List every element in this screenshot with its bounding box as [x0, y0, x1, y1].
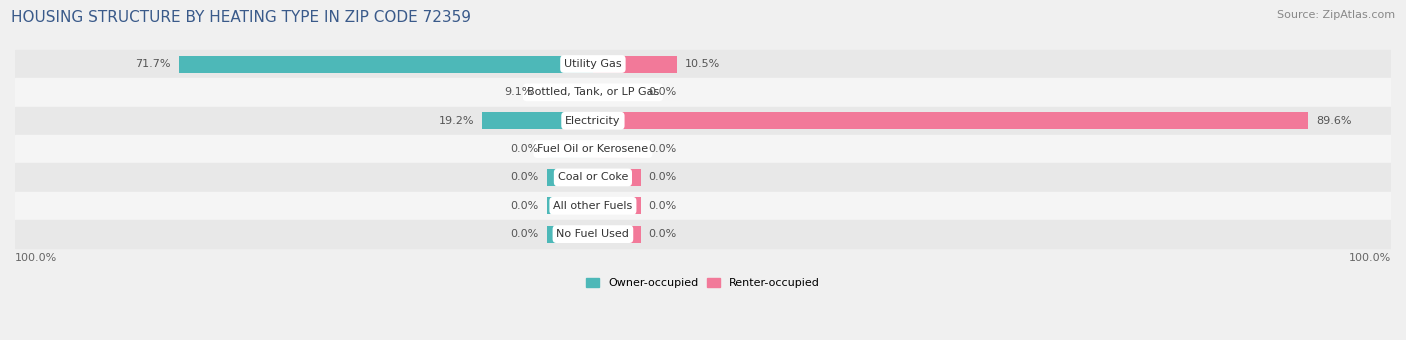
Text: Coal or Coke: Coal or Coke	[558, 172, 628, 183]
Bar	[15, 163, 1391, 192]
Bar	[593, 226, 641, 243]
Text: 0.0%: 0.0%	[648, 144, 678, 154]
Text: 100.0%: 100.0%	[15, 253, 58, 262]
Text: Fuel Oil or Kerosene: Fuel Oil or Kerosene	[537, 144, 648, 154]
Text: 0.0%: 0.0%	[648, 172, 678, 183]
Bar	[15, 220, 1391, 248]
Text: No Fuel Used: No Fuel Used	[557, 229, 630, 239]
Text: All other Fuels: All other Fuels	[554, 201, 633, 211]
Text: Utility Gas: Utility Gas	[564, 59, 621, 69]
Bar	[15, 78, 1391, 106]
Bar	[540, 84, 593, 101]
Text: 0.0%: 0.0%	[510, 172, 538, 183]
Legend: Owner-occupied, Renter-occupied: Owner-occupied, Renter-occupied	[581, 273, 825, 292]
Text: 71.7%: 71.7%	[135, 59, 170, 69]
Bar	[547, 226, 593, 243]
Text: 100.0%: 100.0%	[1348, 253, 1391, 262]
Bar	[482, 112, 593, 129]
Bar	[15, 50, 1391, 78]
Bar	[15, 106, 1391, 135]
Bar	[593, 140, 641, 157]
Text: Electricity: Electricity	[565, 116, 620, 126]
Text: 10.5%: 10.5%	[685, 59, 720, 69]
Text: 19.2%: 19.2%	[439, 116, 474, 126]
Bar	[179, 55, 593, 72]
Bar	[593, 197, 641, 214]
Bar	[593, 84, 641, 101]
Bar	[593, 55, 676, 72]
Bar	[547, 169, 593, 186]
Text: 0.0%: 0.0%	[510, 144, 538, 154]
Text: 0.0%: 0.0%	[510, 229, 538, 239]
Text: HOUSING STRUCTURE BY HEATING TYPE IN ZIP CODE 72359: HOUSING STRUCTURE BY HEATING TYPE IN ZIP…	[11, 10, 471, 25]
Text: Bottled, Tank, or LP Gas: Bottled, Tank, or LP Gas	[527, 87, 659, 97]
Text: 89.6%: 89.6%	[1316, 116, 1351, 126]
Bar	[593, 169, 641, 186]
Bar	[593, 112, 1308, 129]
Text: 0.0%: 0.0%	[648, 229, 678, 239]
Bar	[15, 192, 1391, 220]
Text: Source: ZipAtlas.com: Source: ZipAtlas.com	[1277, 10, 1395, 20]
Bar	[547, 197, 593, 214]
Bar	[15, 135, 1391, 163]
Text: 0.0%: 0.0%	[648, 201, 678, 211]
Text: 9.1%: 9.1%	[503, 87, 533, 97]
Text: 0.0%: 0.0%	[648, 87, 678, 97]
Text: 0.0%: 0.0%	[510, 201, 538, 211]
Bar	[547, 140, 593, 157]
